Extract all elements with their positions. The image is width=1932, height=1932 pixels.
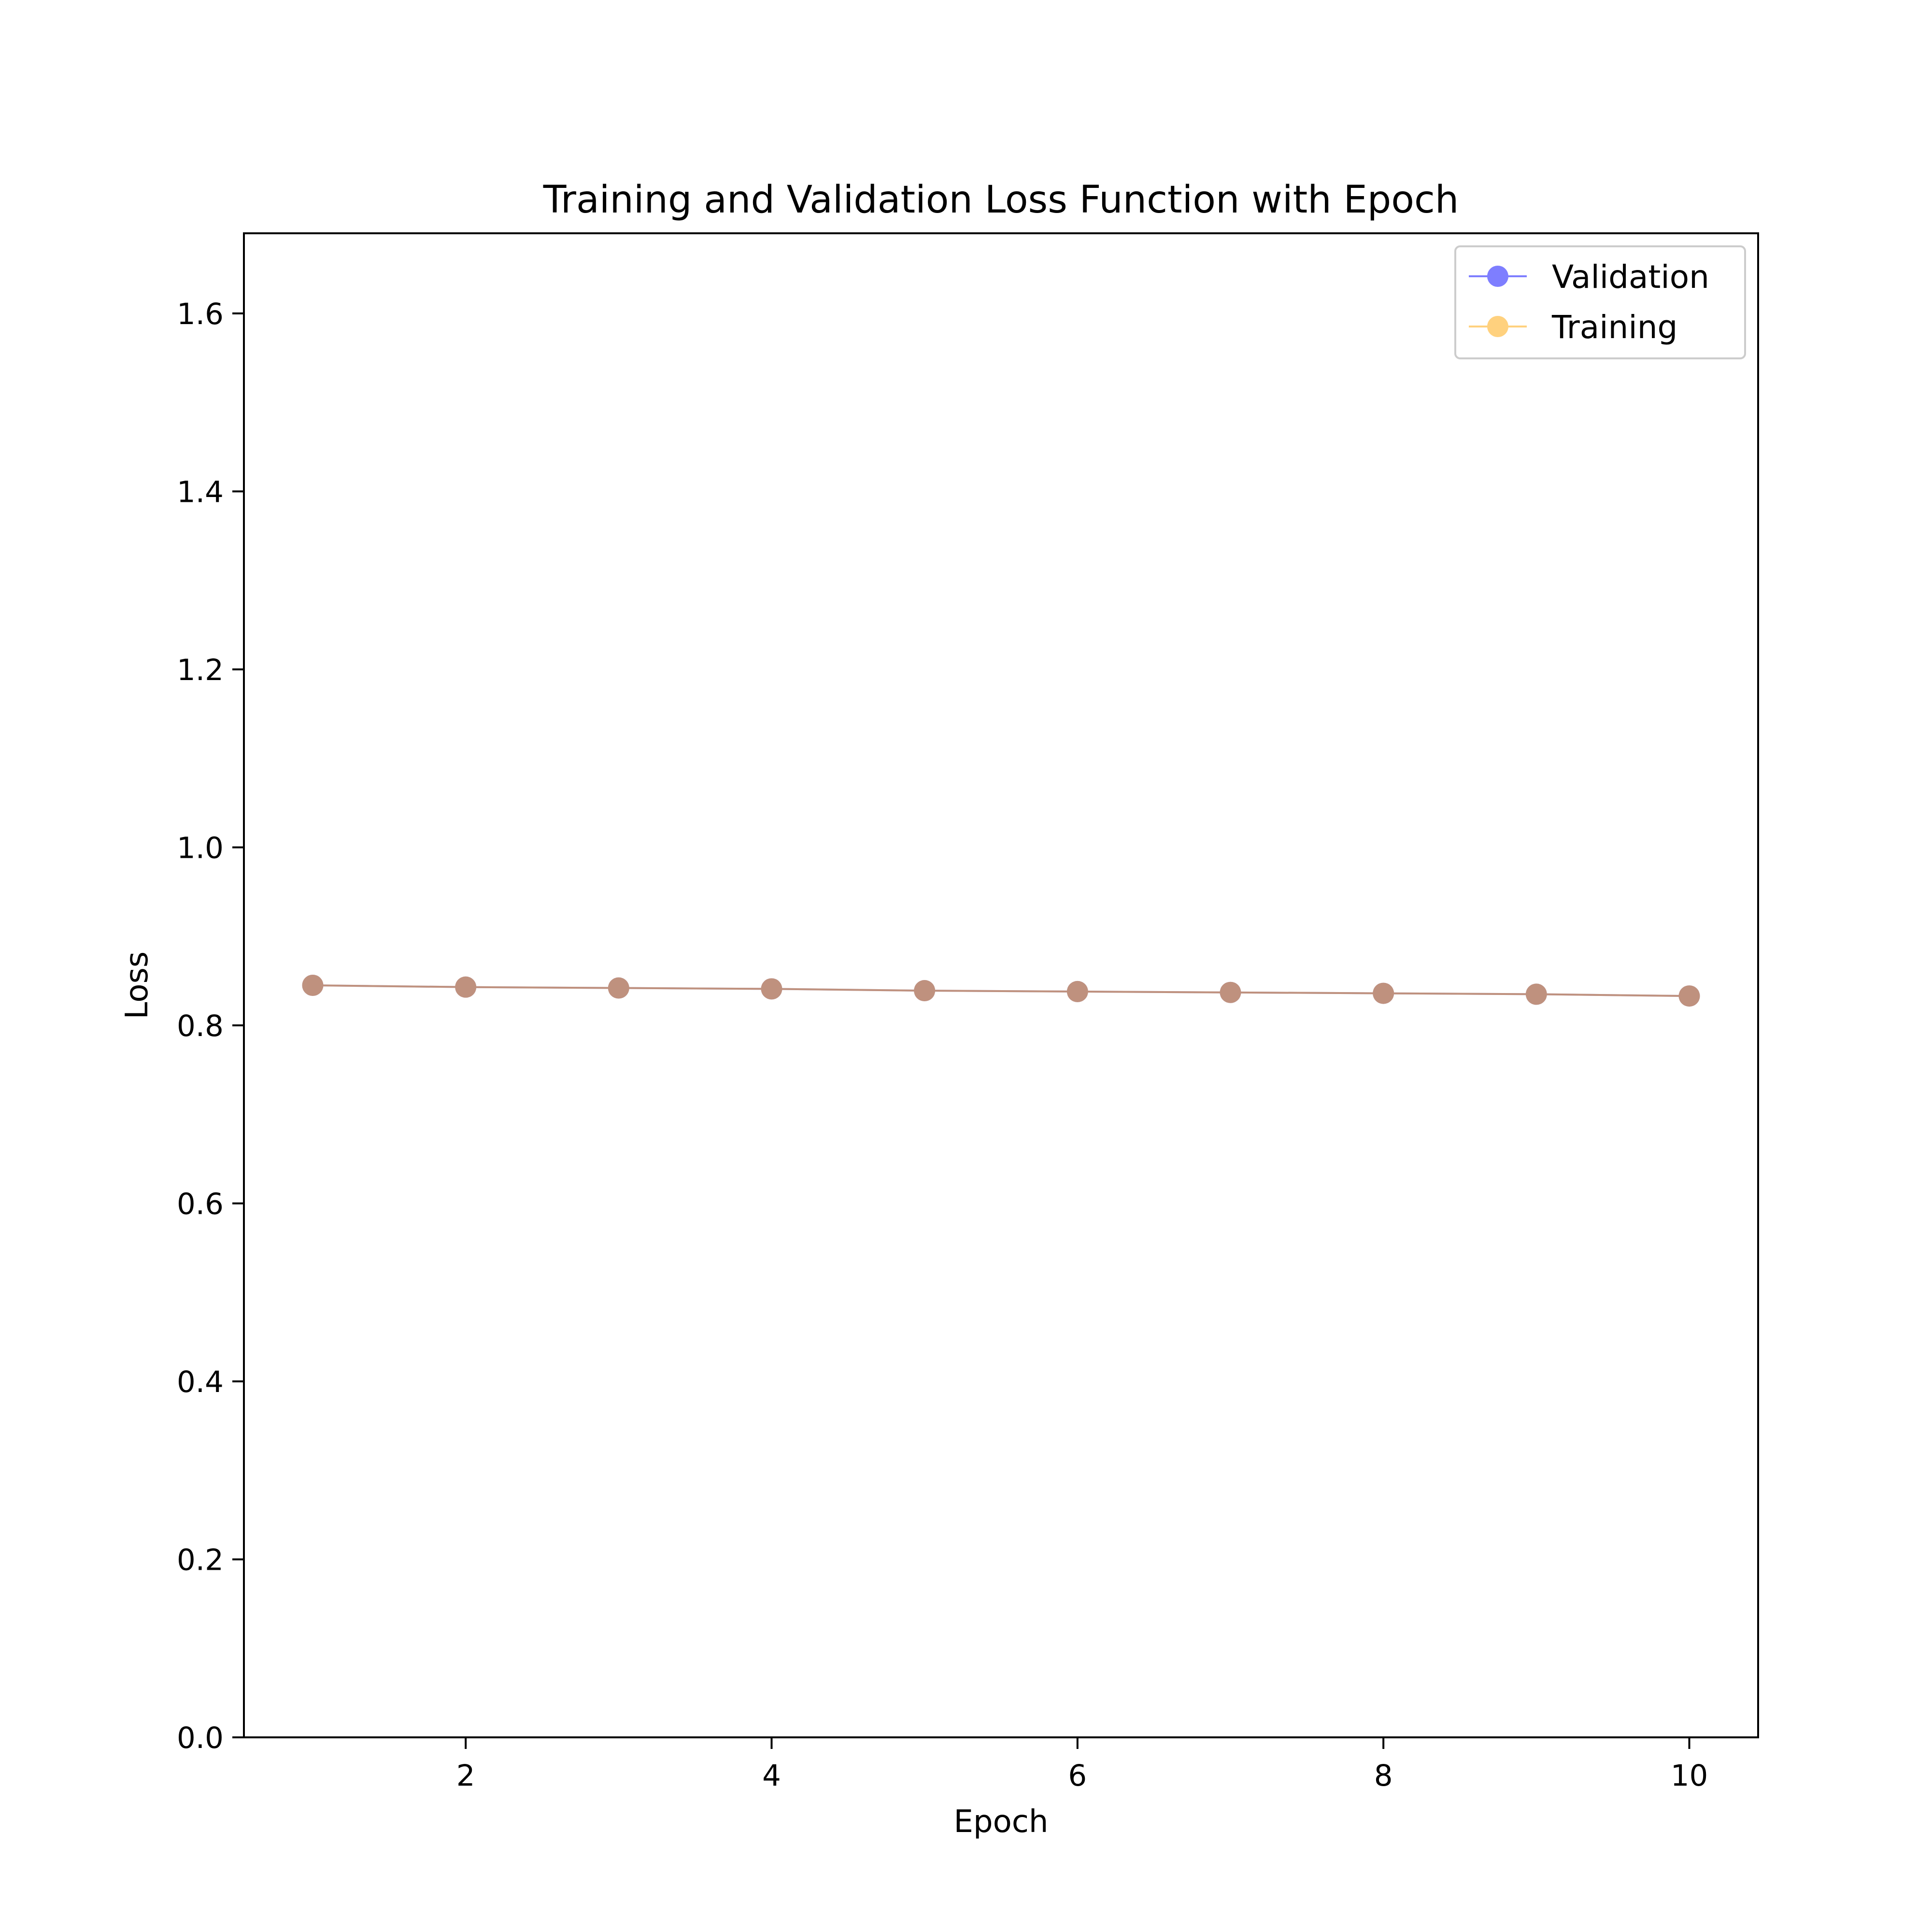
y-tick-label: 0.6 — [177, 1187, 224, 1221]
x-tick-label: 2 — [456, 1759, 475, 1793]
legend-item-training[interactable]: Training — [1469, 309, 1677, 346]
x-tick-label: 10 — [1671, 1759, 1708, 1793]
y-tick-label: 1.4 — [177, 475, 224, 509]
legend-label-training: Training — [1551, 309, 1677, 346]
y-tick-label: 0.0 — [177, 1721, 224, 1755]
chart-title: Training and Validation Loss Function wi… — [543, 178, 1459, 222]
series-training — [302, 975, 1700, 1007]
y-tick-label: 0.2 — [177, 1543, 224, 1577]
legend-label-validation: Validation — [1552, 258, 1709, 296]
legend-marker-validation — [1469, 266, 1527, 287]
legend-marker-training — [1469, 316, 1527, 337]
legend-box — [1454, 245, 1746, 359]
y-tick-label: 0.4 — [177, 1365, 224, 1399]
training-point — [608, 977, 629, 999]
x-tick-label: 8 — [1374, 1759, 1393, 1793]
legend-dot-training — [1487, 316, 1508, 337]
x-axis-ticks: 2 4 6 8 10 — [456, 1737, 1708, 1793]
x-tick-label: 4 — [762, 1759, 781, 1793]
training-point — [455, 976, 477, 998]
y-axis-label: Loss — [119, 952, 155, 1019]
x-tick-label: 6 — [1068, 1759, 1087, 1793]
y-tick-label: 1.2 — [177, 653, 224, 687]
legend[interactable]: Validation Training — [1454, 245, 1746, 359]
training-point — [914, 980, 936, 1002]
series-layer — [302, 975, 1700, 1007]
training-point — [1373, 982, 1394, 1004]
plot-frame — [243, 232, 1759, 1738]
y-tick-label: 1.0 — [177, 831, 224, 865]
training-point — [1066, 980, 1088, 1002]
training-point — [761, 978, 782, 1000]
training-point — [1525, 983, 1547, 1005]
y-tick-label: 1.6 — [177, 297, 224, 331]
x-axis-label: Epoch — [954, 1804, 1049, 1840]
training-point — [302, 975, 324, 996]
y-axis-ticks: 0.0 0.2 0.4 0.6 0.8 1.0 1.2 1.4 1.6 — [177, 297, 244, 1755]
training-line — [313, 984, 1690, 997]
legend-item-validation[interactable]: Validation — [1469, 258, 1709, 296]
y-tick-label: 0.8 — [177, 1009, 224, 1043]
legend-dot-validation — [1487, 266, 1508, 287]
training-point — [1678, 985, 1700, 1007]
training-point — [1220, 981, 1241, 1003]
